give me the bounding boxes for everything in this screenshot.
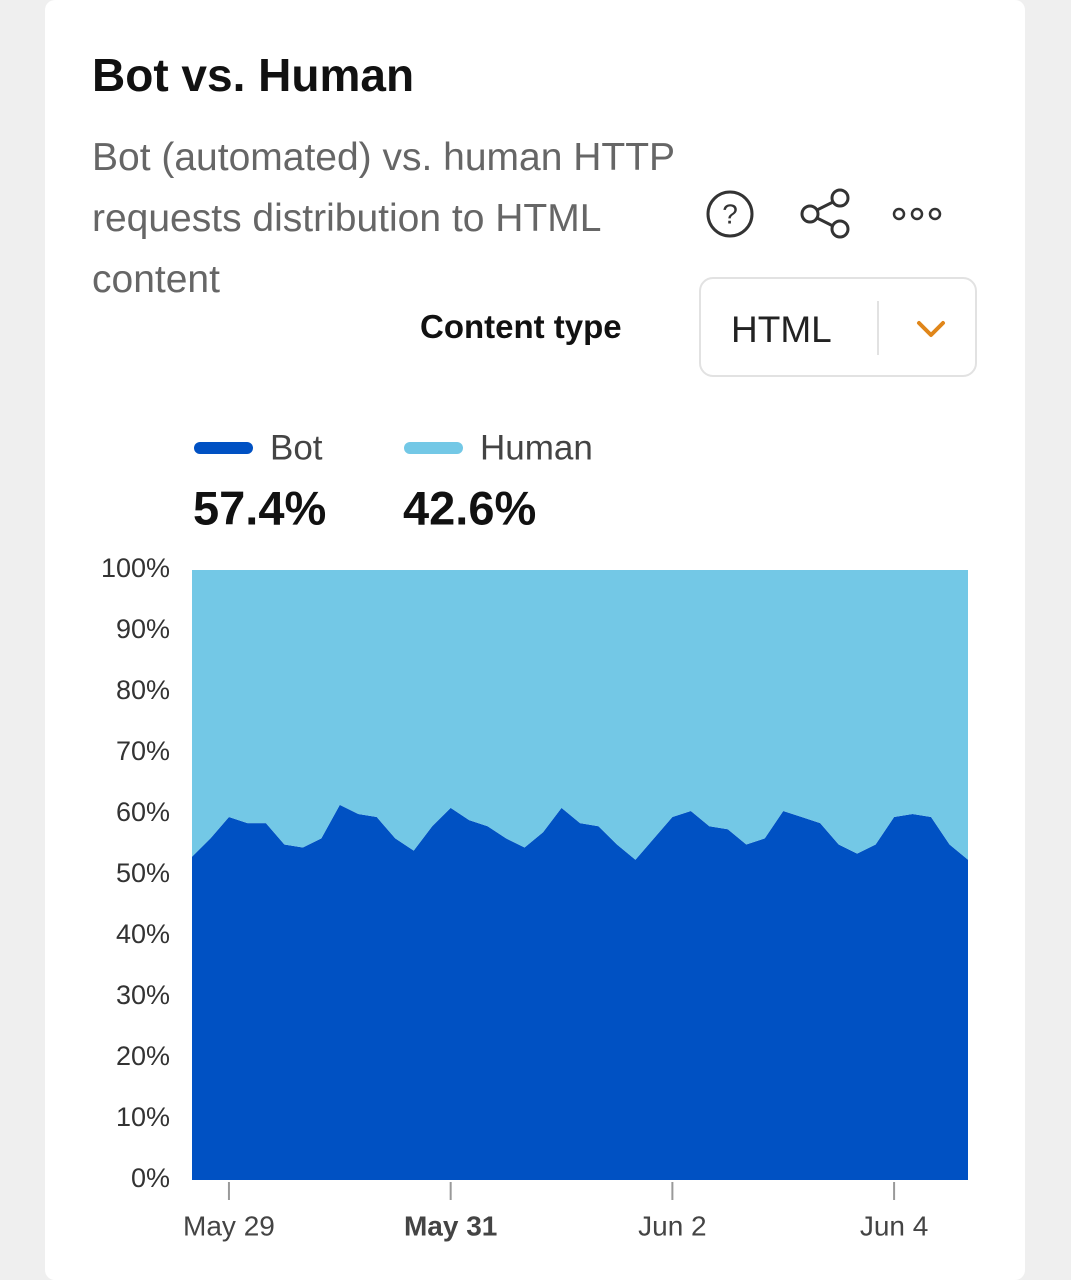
- more-icon[interactable]: [892, 207, 942, 221]
- icons: ?: [706, 188, 942, 239]
- subtitle: Bot (automated) vs. human HTTP requests …: [92, 136, 675, 301]
- title: Bot vs. Human: [92, 49, 415, 101]
- filter-label: Content type: [420, 308, 622, 345]
- dropdown[interactable]: HTML: [699, 277, 977, 377]
- share-icon[interactable]: [800, 188, 850, 239]
- dropdown-value: HTML: [731, 309, 832, 350]
- help-icon[interactable]: ?: [706, 190, 754, 238]
- divider: [877, 301, 879, 355]
- chevron: [917, 321, 945, 337]
- svg-text:?: ?: [722, 198, 738, 229]
